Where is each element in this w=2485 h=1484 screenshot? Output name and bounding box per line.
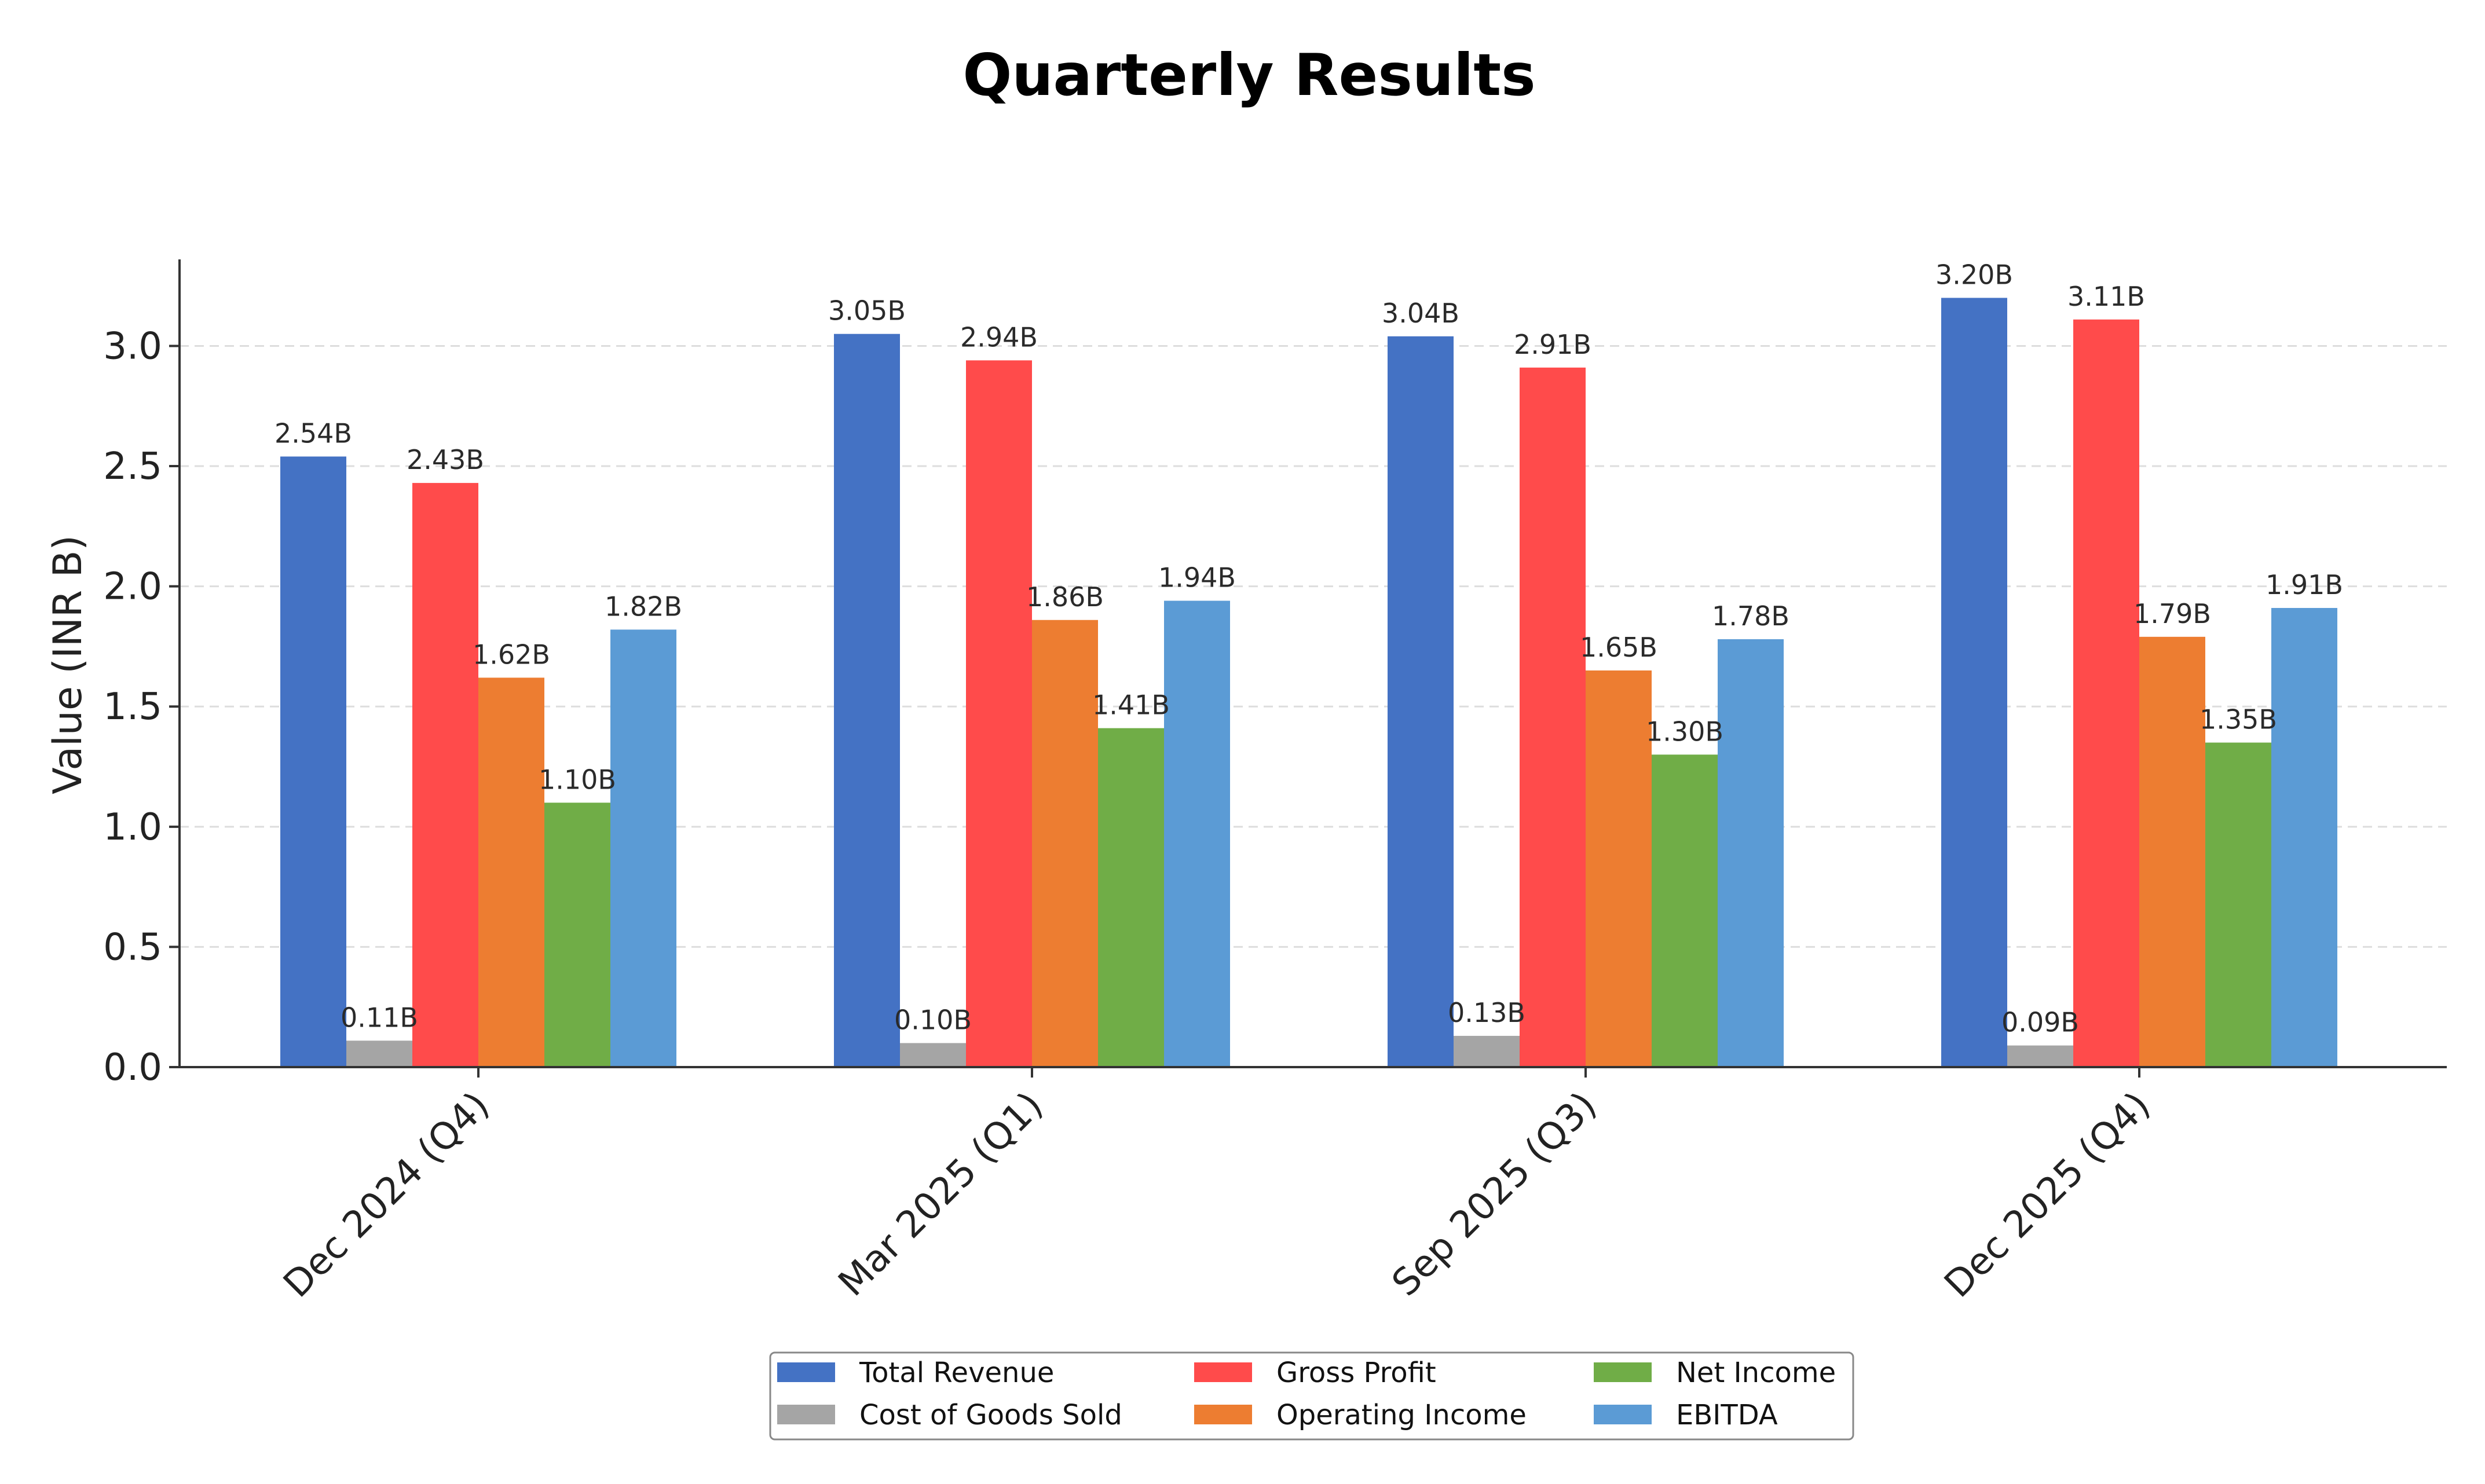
bar-gross-profit-mar-2025-q1 [966,360,1032,1067]
legend-swatch-gross-profit [1194,1362,1252,1382]
bar-gross-profit-dec-2024-q4 [412,483,478,1067]
data-label-total-revenue-dec-2024-q4: 2.54B [275,417,352,449]
legend-label-gross-profit: Gross Profit [1276,1357,1436,1389]
bar-net-income-sep-2025-q3 [1652,754,1718,1067]
bar-ebitda-sep-2025-q3 [1718,639,1784,1067]
chart-title: Quarterly Results [962,41,1535,109]
data-label-net-income-dec-2024-q4: 1.10B [539,764,616,795]
bar-total-revenue-mar-2025-q1 [834,334,900,1068]
data-label-ebitda-dec-2024-q4: 1.82B [605,591,682,622]
bar-operating-income-sep-2025-q3 [1586,670,1652,1067]
legend-swatch-net-income [1594,1362,1652,1382]
bar-operating-income-mar-2025-q1 [1032,620,1098,1067]
y-tick-label: 1.5 [103,686,162,728]
data-label-operating-income-dec-2024-q4: 1.62B [473,639,550,670]
bar-operating-income-dec-2025-q4 [2139,636,2205,1067]
bar-gross-profit-sep-2025-q3 [1520,367,1586,1068]
data-label-cost-of-goods-sold-mar-2025-q1: 0.10B [894,1004,972,1035]
x-tick-label: Sep 2025 (Q3) [1384,1084,1605,1305]
bar-operating-income-dec-2024-q4 [478,677,544,1067]
data-label-total-revenue-mar-2025-q1: 3.05B [828,295,906,327]
bar-ebitda-dec-2025-q4 [2271,608,2337,1067]
data-label-total-revenue-sep-2025-q3: 3.04B [1382,298,1459,329]
bar-cost-of-goods-sold-mar-2025-q1 [900,1043,966,1067]
bar-net-income-dec-2024-q4 [544,803,610,1067]
data-label-gross-profit-dec-2025-q4: 3.11B [2067,281,2145,312]
legend-swatch-total-revenue [777,1362,835,1382]
data-label-cost-of-goods-sold-dec-2025-q4: 0.09B [2001,1007,2079,1038]
y-tick-label: 1.0 [103,806,162,849]
data-label-net-income-dec-2025-q4: 1.35B [2199,704,2277,735]
data-label-operating-income-mar-2025-q1: 1.86B [1026,581,1104,613]
data-label-ebitda-sep-2025-q3: 1.78B [1712,600,1789,632]
x-tick-label: Dec 2024 (Q4) [276,1084,498,1306]
bar-net-income-dec-2025-q4 [2205,742,2271,1067]
legend-label-operating-income: Operating Income [1276,1399,1527,1431]
bar-total-revenue-dec-2024-q4 [280,456,346,1067]
data-label-gross-profit-mar-2025-q1: 2.94B [960,321,1038,353]
bar-cost-of-goods-sold-dec-2025-q4 [2007,1045,2073,1067]
legend-label-cost-of-goods-sold: Cost of Goods Sold [859,1399,1122,1431]
legend-swatch-ebitda [1594,1405,1652,1424]
bar-cost-of-goods-sold-sep-2025-q3 [1454,1036,1520,1067]
y-tick-label: 2.0 [103,566,162,609]
legend: Total Revenue Cost of Goods Sold Gross Pro… [769,1351,1854,1441]
bar-gross-profit-dec-2025-q4 [2073,319,2139,1067]
data-label-gross-profit-sep-2025-q3: 2.91B [1514,329,1591,360]
bar-ebitda-dec-2024-q4 [610,629,676,1067]
data-label-cost-of-goods-sold-dec-2024-q4: 0.11B [341,1002,418,1033]
data-label-net-income-mar-2025-q1: 1.41B [1092,690,1170,721]
bars [280,298,2337,1068]
x-tick-label: Dec 2025 (Q4) [1937,1084,2159,1306]
data-label-ebitda-dec-2025-q4: 1.91B [2266,569,2343,600]
data-label-operating-income-sep-2025-q3: 1.65B [1580,632,1657,663]
x-tick-label: Mar 2025 (Q1) [830,1084,1051,1305]
data-label-total-revenue-dec-2025-q4: 3.20B [1935,259,2013,290]
y-tick-label: 0.0 [103,1046,162,1089]
legend-label-total-revenue: Total Revenue [859,1357,1054,1389]
bar-ebitda-mar-2025-q1 [1164,600,1230,1067]
y-tick-label: 2.5 [103,445,162,488]
bar-cost-of-goods-sold-dec-2024-q4 [346,1040,412,1067]
bar-net-income-mar-2025-q1 [1098,728,1164,1067]
legend-label-net-income: Net Income [1676,1357,1836,1389]
data-label-net-income-sep-2025-q3: 1.30B [1646,716,1723,747]
y-tick-label: 0.5 [103,926,162,969]
legend-label-ebitda: EBITDA [1676,1399,1778,1431]
y-tick-label: 3.0 [103,325,162,368]
data-label-ebitda-mar-2025-q1: 1.94B [1158,562,1236,593]
bar-total-revenue-sep-2025-q3 [1388,336,1454,1067]
data-label-cost-of-goods-sold-sep-2025-q3: 0.13B [1448,997,1525,1028]
y-axis-label: Value (INR B) [45,535,91,794]
bar-total-revenue-dec-2025-q4 [1941,298,2007,1067]
legend-box [769,1351,1854,1441]
legend-swatch-cost-of-goods-sold [777,1405,835,1424]
data-label-operating-income-dec-2025-q4: 1.79B [2133,598,2211,629]
data-labels: 2.54B 0.11B 2.43B 1.62B 1.10B 1.82B 3.05B 0.10B… [275,259,2343,1038]
legend-swatch-operating-income [1194,1405,1252,1424]
data-label-gross-profit-dec-2024-q4: 2.43B [407,444,484,475]
